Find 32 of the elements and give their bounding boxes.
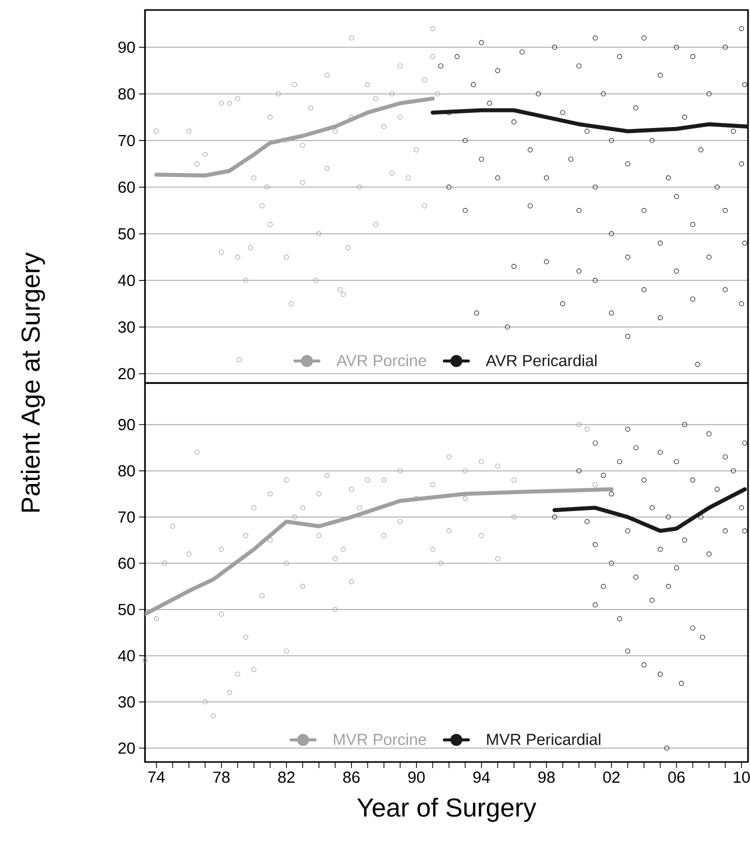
y-tick-label: 60 <box>118 182 135 193</box>
y-tick-label: 70 <box>118 511 135 523</box>
y-tick-label: 60 <box>118 558 135 569</box>
y-tick-label: 80 <box>118 88 135 100</box>
y-tick-label: 40 <box>118 650 135 662</box>
x-tick-label: 10 <box>734 772 750 783</box>
y-tick-label: 30 <box>118 696 135 708</box>
legend-label: AVR Porcine <box>336 354 426 366</box>
x-tick-label: 06 <box>668 772 685 783</box>
y-tick-label: 40 <box>118 274 135 286</box>
x-tick-label: 74 <box>148 772 165 783</box>
x-axis-title: Year of Surgery <box>357 798 536 822</box>
y-tick-label: 90 <box>118 42 135 53</box>
y-tick-label: 90 <box>118 418 135 430</box>
x-tick-label: 90 <box>408 772 425 783</box>
y-tick-label: 20 <box>118 368 135 380</box>
y-tick-label: 70 <box>118 134 135 146</box>
x-tick-label: 94 <box>473 772 490 783</box>
y-tick-label: 30 <box>118 321 135 333</box>
x-tick-label: 98 <box>538 772 555 783</box>
legend-label: AVR Pericardial <box>486 354 596 366</box>
y-tick-label: 80 <box>118 465 135 476</box>
legend-label: MVR Porcine <box>334 733 426 746</box>
x-tick-label: 86 <box>343 772 360 783</box>
legend-label: MVR Pericardial <box>487 733 600 746</box>
x-tick-label: 82 <box>278 772 294 783</box>
x-tick-label: 78 <box>213 772 230 783</box>
y-axis-title: Patient Age at Surgery <box>20 252 45 512</box>
x-tick-label: 02 <box>603 772 620 783</box>
y-tick-label: 20 <box>118 742 135 754</box>
y-tick-label: 50 <box>118 228 135 240</box>
y-tick-label: 50 <box>118 604 135 616</box>
